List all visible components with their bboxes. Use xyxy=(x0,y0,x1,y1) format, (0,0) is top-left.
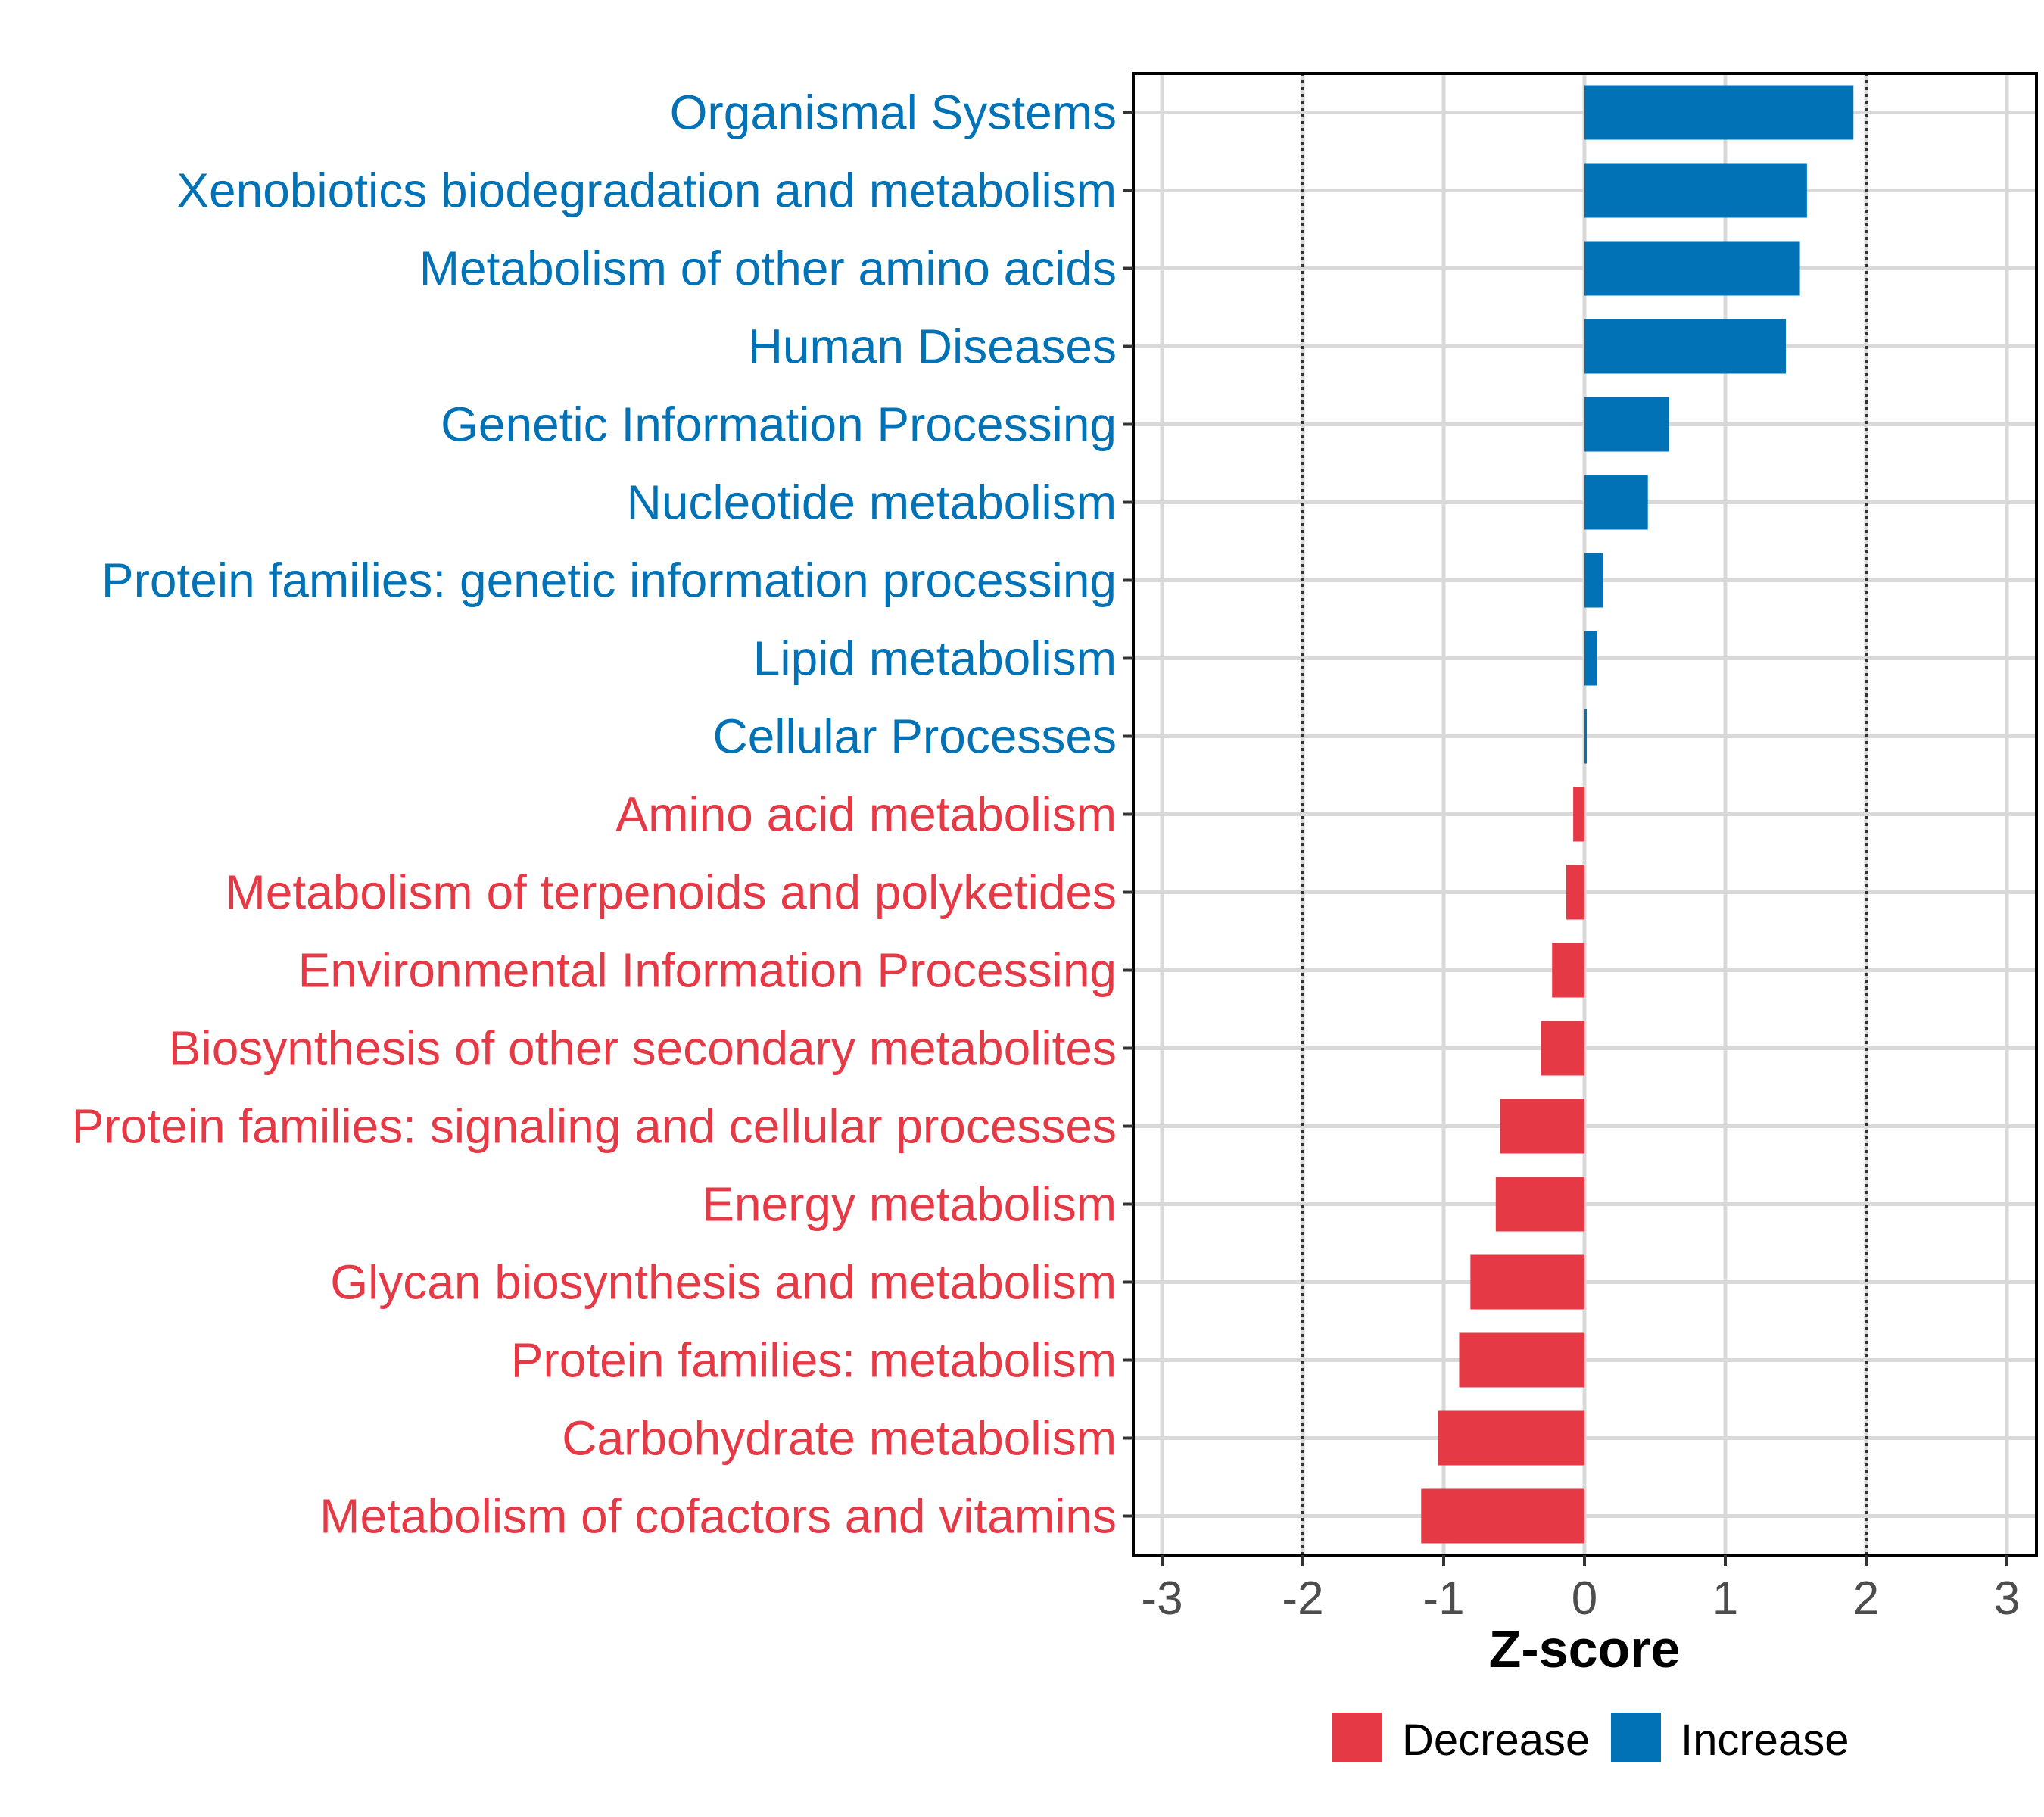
bar xyxy=(1584,241,1800,296)
legend: Decrease Increase xyxy=(1332,1713,1849,1765)
bar xyxy=(1438,1410,1584,1466)
y-axis: Organismal Systems Xenobiotics biodegrada… xyxy=(72,86,1133,1544)
x-tick-label: 2 xyxy=(1853,1572,1879,1625)
category-label: Protein families: signaling and cellular… xyxy=(72,1099,1117,1154)
category-label: Protein families: metabolism xyxy=(511,1333,1117,1388)
category-label: Metabolism of other amino acids xyxy=(419,242,1117,296)
reference-lines xyxy=(1301,73,1868,1555)
bar xyxy=(1584,163,1807,218)
category-label: Genetic Information Processing xyxy=(441,397,1117,452)
category-label: Cellular Processes xyxy=(712,709,1117,764)
category-label: Carbohydrate metabolism xyxy=(562,1411,1117,1466)
category-label: Metabolism of terpenoids and polyketides xyxy=(225,865,1117,920)
category-label: Xenobiotics biodegradation and metabolis… xyxy=(176,164,1117,218)
category-label: Amino acid metabolism xyxy=(615,787,1117,842)
category-label: Metabolism of cofactors and vitamins xyxy=(319,1489,1117,1544)
category-label: Energy metabolism xyxy=(702,1177,1117,1232)
bars xyxy=(1421,85,1854,1544)
category-label: Human Diseases xyxy=(748,319,1117,374)
bar xyxy=(1421,1488,1584,1544)
x-axis: -3 -2 -1 0 1 2 3 xyxy=(1141,1555,2020,1625)
x-tick-label: 0 xyxy=(1572,1572,1597,1625)
bar xyxy=(1573,787,1584,842)
legend-label: Decrease xyxy=(1402,1716,1590,1765)
legend-swatch xyxy=(1611,1713,1661,1762)
bar xyxy=(1584,709,1587,764)
category-label: Glycan biosynthesis and metabolism xyxy=(330,1255,1117,1310)
bar xyxy=(1495,1177,1584,1232)
legend-label: Increase xyxy=(1681,1716,1849,1765)
x-tick-label: -2 xyxy=(1282,1572,1323,1625)
bar xyxy=(1584,631,1597,686)
legend-swatch xyxy=(1332,1713,1382,1762)
grid-layer xyxy=(1133,73,2036,1555)
x-tick-label: 3 xyxy=(1994,1572,2020,1625)
bar xyxy=(1584,319,1786,374)
x-axis-title: Z-score xyxy=(1489,1619,1681,1678)
bar xyxy=(1584,475,1648,530)
bar xyxy=(1566,865,1584,920)
category-label: Environmental Information Processing xyxy=(298,943,1117,998)
category-label: Lipid metabolism xyxy=(753,631,1117,686)
bar xyxy=(1584,397,1669,452)
category-label: Protein families: genetic information pr… xyxy=(101,553,1117,608)
bar xyxy=(1459,1332,1584,1388)
bar xyxy=(1500,1099,1584,1154)
x-tick-label: 1 xyxy=(1712,1572,1738,1625)
bar xyxy=(1470,1254,1584,1310)
bar xyxy=(1584,553,1603,608)
bar xyxy=(1552,943,1584,998)
category-label: Biosynthesis of other secondary metaboli… xyxy=(169,1021,1117,1076)
x-tick-label: -1 xyxy=(1422,1572,1464,1625)
category-label: Nucleotide metabolism xyxy=(627,475,1117,530)
category-label: Organismal Systems xyxy=(670,86,1117,140)
x-tick-label: -3 xyxy=(1141,1572,1182,1625)
bar xyxy=(1541,1021,1584,1076)
bar xyxy=(1584,85,1854,140)
